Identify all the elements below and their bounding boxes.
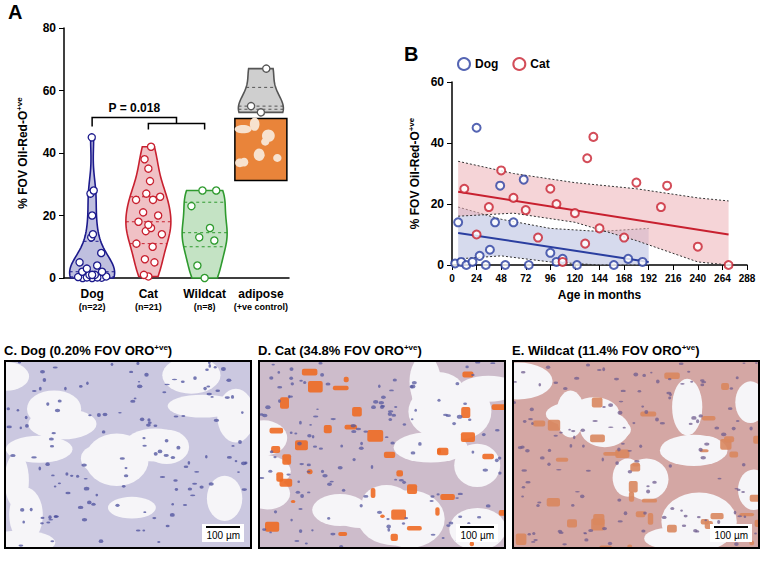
svg-text:288: 288 [739, 273, 756, 284]
svg-text:0: 0 [437, 258, 444, 272]
svg-text:20: 20 [431, 197, 445, 211]
svg-text:96: 96 [545, 273, 557, 284]
svg-text:B: B [404, 43, 418, 65]
svg-text:120: 120 [567, 273, 584, 284]
svg-text:240: 240 [689, 273, 706, 284]
svg-text:60: 60 [43, 84, 57, 98]
svg-text:adipose: adipose [238, 287, 284, 301]
svg-text:24: 24 [471, 273, 483, 284]
svg-text:80: 80 [43, 21, 57, 35]
svg-text:(n=22): (n=22) [79, 302, 106, 312]
svg-text:216: 216 [665, 273, 682, 284]
svg-text:+ve: +ve [15, 97, 24, 111]
svg-text:% FOV Oil-Red-O: % FOV Oil-Red-O [16, 111, 30, 209]
svg-text:168: 168 [616, 273, 633, 284]
svg-text:Wildcat: Wildcat [183, 287, 226, 301]
svg-text:264: 264 [714, 273, 731, 284]
html-text:E. Wildcat (11.4% FOV ORO+ve): E. Wildcat (11.4% FOV ORO+ve) [512, 343, 700, 359]
svg-text:Dog: Dog [475, 57, 498, 71]
svg-text:(n=21): (n=21) [135, 302, 162, 312]
svg-text:48: 48 [496, 273, 508, 284]
svg-text:0: 0 [449, 273, 455, 284]
html-text:C. Dog (0.20% FOV ORO+ve): C. Dog (0.20% FOV ORO+ve) [4, 343, 173, 359]
svg-text:(n=8): (n=8) [194, 302, 216, 312]
svg-text:A: A [8, 1, 22, 23]
svg-text:60: 60 [431, 75, 445, 89]
svg-text:40: 40 [431, 136, 445, 150]
svg-text:144: 144 [591, 273, 608, 284]
svg-text:40: 40 [43, 146, 57, 160]
svg-text:72: 72 [520, 273, 532, 284]
svg-text:Cat: Cat [530, 57, 549, 71]
svg-text:(+ve control): (+ve control) [234, 302, 288, 312]
svg-text:% FOV Oil-Red-O: % FOV Oil-Red-O [408, 131, 422, 229]
html-text:100 µm: 100 µm [714, 530, 748, 541]
svg-text:0: 0 [49, 271, 56, 285]
svg-text:Cat: Cat [139, 287, 158, 301]
svg-text:Age in months: Age in months [558, 288, 642, 302]
svg-text:20: 20 [43, 209, 57, 223]
svg-text:192: 192 [640, 273, 657, 284]
html-text:100 µm: 100 µm [460, 530, 494, 541]
html-text:D. Cat (34.8% FOV ORO+ve): D. Cat (34.8% FOV ORO+ve) [258, 343, 422, 359]
html-text:100 µm: 100 µm [206, 530, 240, 541]
svg-text:+ve: +ve [407, 117, 416, 131]
svg-text:P = 0.018: P = 0.018 [109, 101, 161, 115]
svg-text:Dog: Dog [80, 287, 103, 301]
